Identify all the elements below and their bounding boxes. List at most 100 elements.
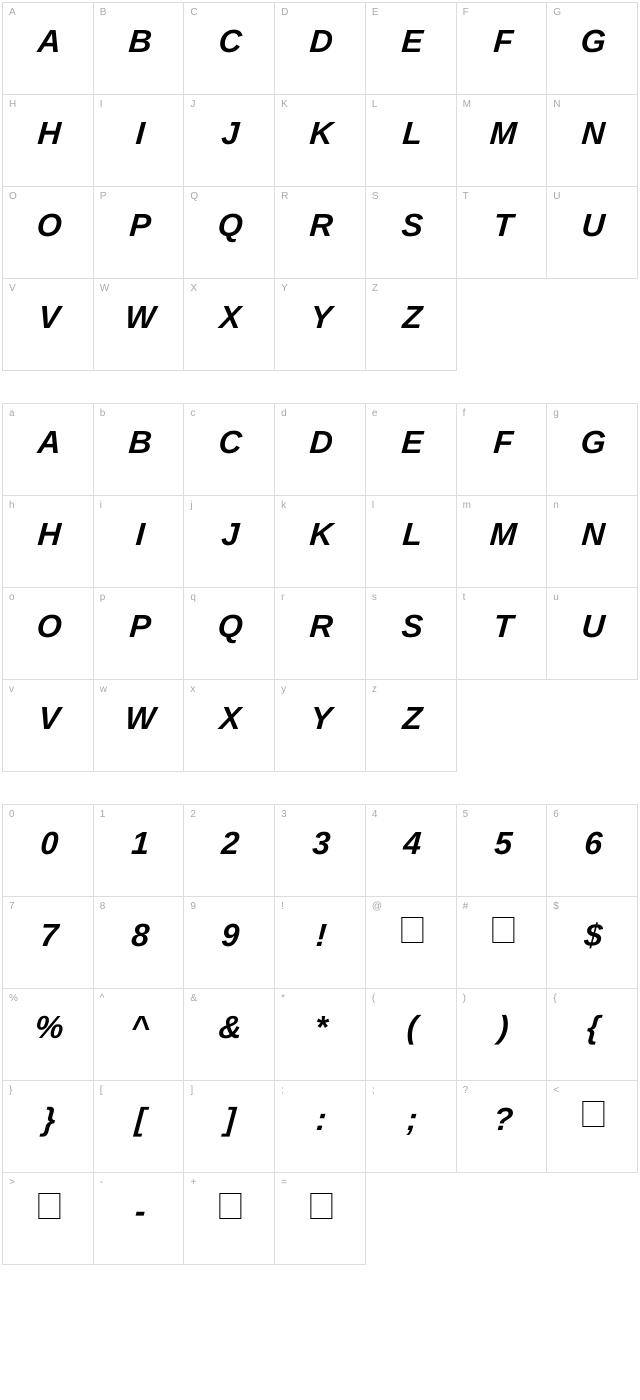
glyph-display: 8 — [91, 911, 186, 988]
missing-glyph-icon — [492, 917, 514, 943]
glyph-display: I — [91, 109, 186, 186]
empty-cell — [457, 680, 548, 772]
glyph-cell: 11 — [94, 805, 185, 897]
glyph-cell: OO — [3, 187, 94, 279]
glyph-display: N — [545, 109, 640, 186]
glyph-display: T — [454, 201, 549, 278]
glyph-cell: 33 — [275, 805, 366, 897]
glyph-display: ! — [272, 911, 367, 988]
glyph-cell: SS — [366, 187, 457, 279]
glyph-cell: %% — [3, 989, 94, 1081]
glyph-display: N — [545, 510, 640, 587]
glyph-display: X — [182, 694, 277, 771]
glyph-display: Y — [272, 694, 367, 771]
glyph-cell: ;; — [366, 1081, 457, 1173]
glyph-display: V — [0, 694, 95, 771]
glyph-display: I — [91, 510, 186, 587]
glyph-cell: eE — [366, 404, 457, 496]
glyph-display: 4 — [363, 819, 458, 896]
glyph-display: D — [272, 418, 367, 495]
glyph-cell: uU — [547, 588, 638, 680]
glyph-display — [454, 911, 549, 988]
glyph-cell: aA — [3, 404, 94, 496]
glyph-cell: EE — [366, 3, 457, 95]
glyph-display: ( — [363, 1003, 458, 1080]
glyph-display: A — [0, 17, 95, 94]
glyph-cell: XX — [184, 279, 275, 371]
glyph-cell: cC — [184, 404, 275, 496]
glyph-display: S — [363, 602, 458, 679]
glyph-display: E — [363, 17, 458, 94]
glyph-cell: 77 — [3, 897, 94, 989]
empty-cell — [547, 279, 638, 371]
glyph-cell: jJ — [184, 496, 275, 588]
glyph-cell: 22 — [184, 805, 275, 897]
glyph-cell: mM — [457, 496, 548, 588]
glyph-cell: lL — [366, 496, 457, 588]
glyph-cell: RR — [275, 187, 366, 279]
glyph-cell: yY — [275, 680, 366, 772]
glyph-display: 7 — [0, 911, 95, 988]
glyph-cell: WW — [94, 279, 185, 371]
glyph-display: 1 — [91, 819, 186, 896]
glyph-display — [0, 1187, 95, 1264]
glyph-display: F — [454, 418, 549, 495]
glyph-cell: GG — [547, 3, 638, 95]
glyph-display: R — [272, 201, 367, 278]
missing-glyph-icon — [310, 1193, 332, 1219]
glyph-display: S — [363, 201, 458, 278]
glyph-grid: 00112233445566778899!!@#$$%%^^&&**(()){{… — [2, 804, 638, 1265]
glyph-display: : — [272, 1095, 367, 1172]
glyph-section-uppercase: AABBCCDDEEFFGGHHIIJJKKLLMMNNOOPPQQRRSSTT… — [2, 2, 638, 371]
glyph-display: G — [545, 418, 640, 495]
glyph-cell: !! — [275, 897, 366, 989]
glyph-cell: 55 — [457, 805, 548, 897]
glyph-display: ; — [363, 1095, 458, 1172]
empty-cell — [547, 680, 638, 772]
glyph-cell: CC — [184, 3, 275, 95]
glyph-cell: xX — [184, 680, 275, 772]
glyph-cell: 88 — [94, 897, 185, 989]
glyph-cell: qQ — [184, 588, 275, 680]
glyph-display: 9 — [182, 911, 277, 988]
glyph-display: ^ — [91, 1003, 186, 1080]
glyph-display: P — [91, 602, 186, 679]
glyph-cell: VV — [3, 279, 94, 371]
missing-glyph-icon — [401, 917, 423, 943]
glyph-cell: II — [94, 95, 185, 187]
glyph-cell: ** — [275, 989, 366, 1081]
glyph-display: K — [272, 510, 367, 587]
glyph-cell: iI — [94, 496, 185, 588]
glyph-cell: UU — [547, 187, 638, 279]
glyph-display: ? — [454, 1095, 549, 1172]
glyph-display: C — [182, 17, 277, 94]
glyph-display: 5 — [454, 819, 549, 896]
empty-cell — [366, 1173, 457, 1265]
glyph-cell: kK — [275, 496, 366, 588]
glyph-cell: tT — [457, 588, 548, 680]
glyph-cell: }} — [3, 1081, 94, 1173]
glyph-cell: < — [547, 1081, 638, 1173]
glyph-display: Q — [182, 201, 277, 278]
empty-cell — [547, 1173, 638, 1265]
glyph-cell: LL — [366, 95, 457, 187]
glyph-cell: ^^ — [94, 989, 185, 1081]
glyph-cell: zZ — [366, 680, 457, 772]
glyph-display: % — [0, 1003, 95, 1080]
glyph-display: E — [363, 418, 458, 495]
glyph-cell: MM — [457, 95, 548, 187]
glyph-display: 6 — [545, 819, 640, 896]
glyph-cell: = — [275, 1173, 366, 1265]
glyph-cell: PP — [94, 187, 185, 279]
glyph-display: L — [363, 510, 458, 587]
glyph-display: { — [545, 1003, 640, 1080]
glyph-display: & — [182, 1003, 277, 1080]
glyph-cell: gG — [547, 404, 638, 496]
glyph-cell: > — [3, 1173, 94, 1265]
glyph-cell: wW — [94, 680, 185, 772]
glyph-cell: ZZ — [366, 279, 457, 371]
glyph-cell: [[ — [94, 1081, 185, 1173]
glyph-display — [182, 1187, 277, 1264]
glyph-display: Q — [182, 602, 277, 679]
glyph-display: Z — [363, 293, 458, 370]
